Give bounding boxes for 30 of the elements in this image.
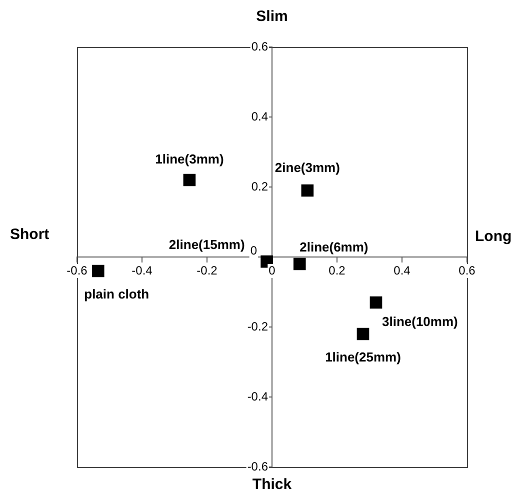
point	[92, 264, 104, 278]
annotation: 3line(10mm)	[382, 314, 458, 330]
point	[293, 258, 306, 270]
annotation: plain cloth	[84, 286, 150, 302]
y-tick-label: -0.2	[247, 319, 268, 334]
annotation: 2line(6mm)	[300, 240, 368, 255]
annotation: 2ine(3mm)	[274, 160, 340, 176]
x-tick-label: 0.2	[328, 263, 346, 278]
x-axis-title: Thick	[252, 476, 292, 494]
chart-title: Slim	[256, 8, 288, 26]
point	[301, 184, 314, 197]
y2-axis-title: Long	[475, 228, 512, 246]
annotation: 1line(3mm)	[155, 152, 224, 167]
x-tick-label: 0.4	[394, 263, 411, 278]
point	[183, 174, 196, 186]
y-tick-label: 0.4	[251, 109, 268, 124]
x-tick-label: -0.6	[66, 263, 88, 278]
y-tick-label: 0.2	[251, 179, 268, 194]
y-tick-label: -0.4	[247, 389, 268, 404]
annotation: 1line(25mm)	[325, 350, 401, 365]
y-axis-title: Short	[10, 226, 50, 244]
y-tick-label: 0	[250, 243, 258, 258]
y-tick-label: 0.6	[251, 39, 268, 54]
x-tick-label: 0.6	[458, 263, 476, 278]
y-tick-label: -0.6	[247, 459, 268, 474]
point	[356, 328, 370, 340]
point	[370, 296, 382, 309]
x-tick-label: -0.4	[132, 263, 153, 278]
annotation: 2line(15mm)	[168, 237, 245, 252]
x-tick-label: -0.2	[196, 263, 218, 278]
